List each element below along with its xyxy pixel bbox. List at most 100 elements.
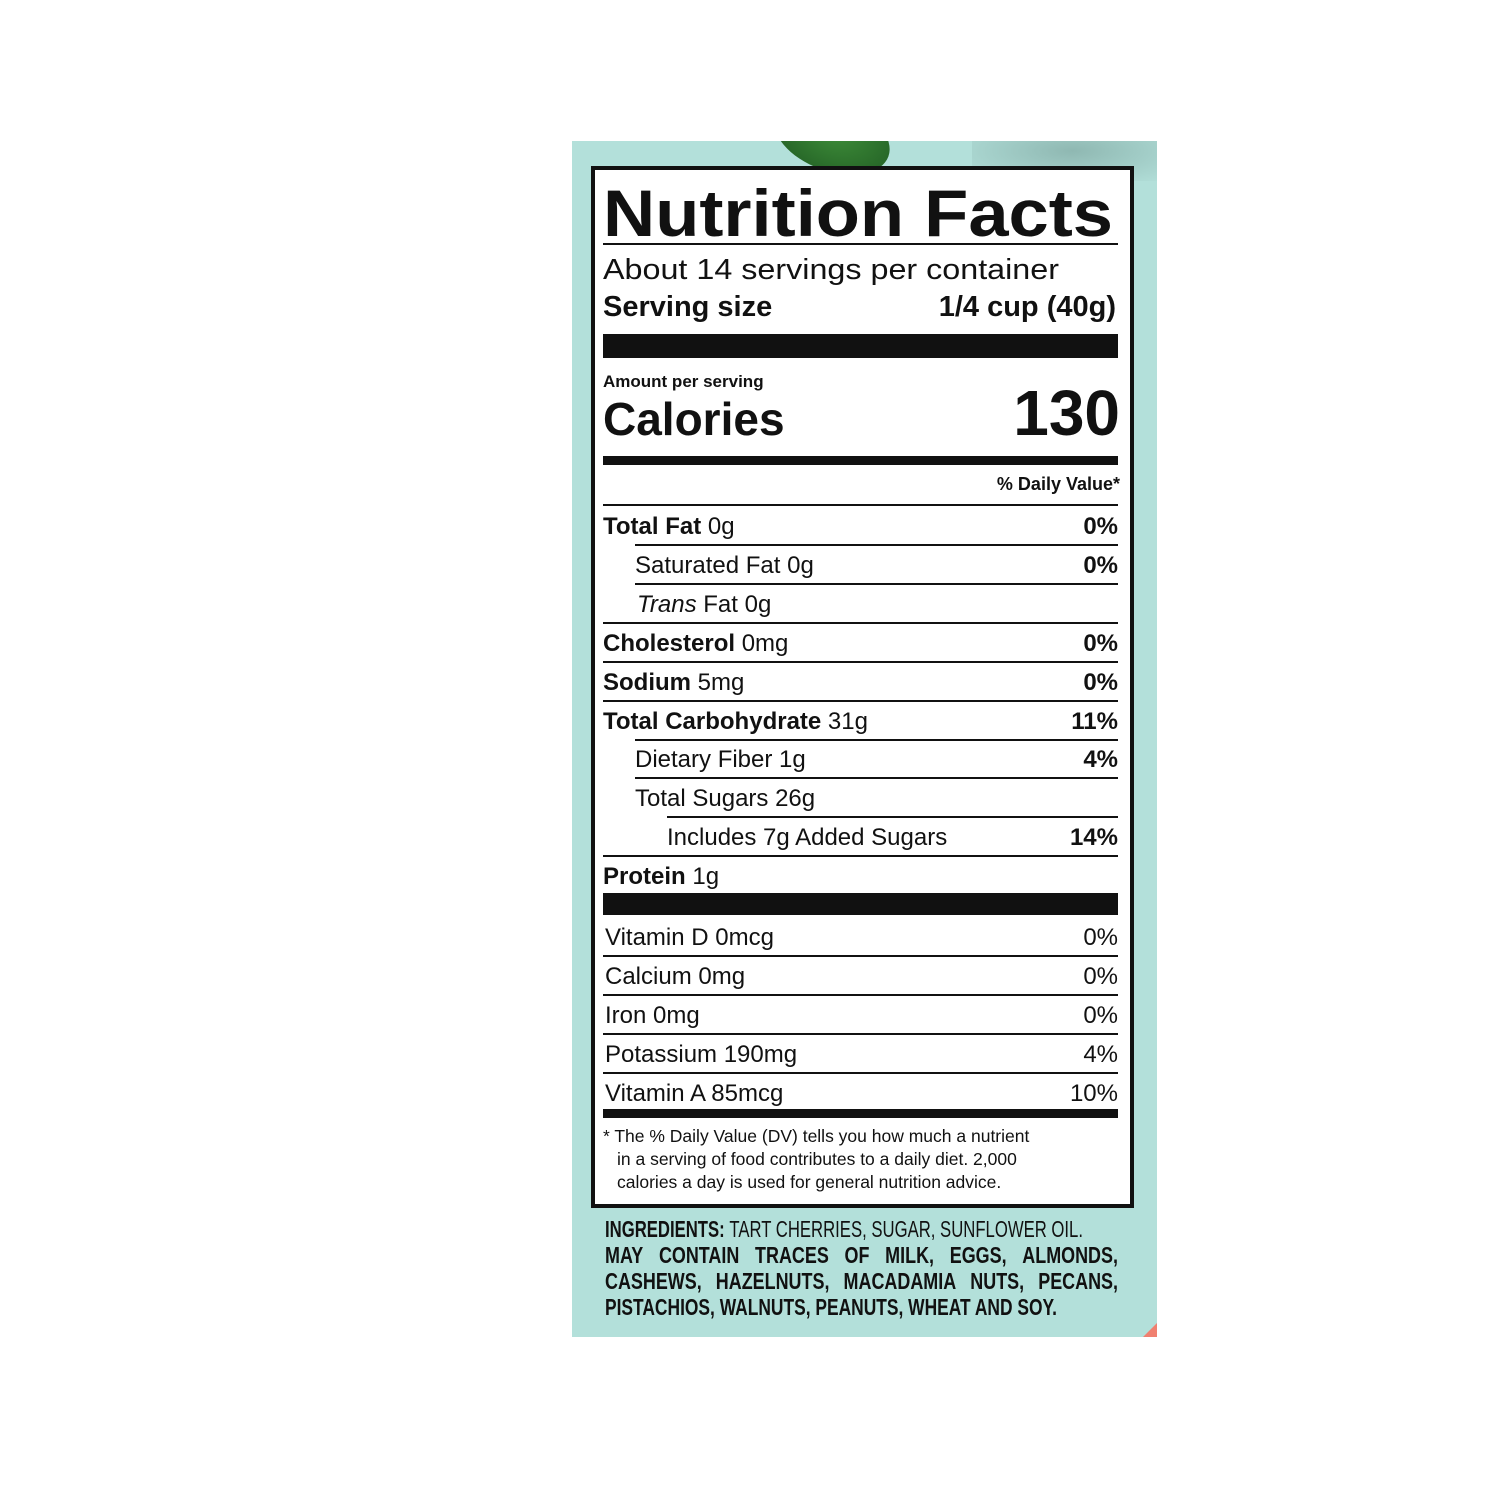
divider [603,243,1118,245]
allergen-line: CASHEWS, HAZELNUTS, MACADAMIA NUTS, PECA… [605,1268,1118,1294]
divider [603,1071,1118,1074]
divider [603,993,1118,996]
divider [667,816,1118,819]
vitamin-label: Iron 0mg [605,1001,700,1029]
nutrient-label: Protein 1g [603,863,719,891]
nutrient-daily-value: 11% [1071,707,1118,735]
vitamin-row: Vitamin D 0mcg 0% [603,917,1118,955]
nutrient-amount: 31g [827,707,868,735]
vitamin-label: Potassium 190mg [605,1040,798,1068]
vitamin-label: Calcium 0mg [605,962,746,990]
thick-divider [603,893,1118,915]
medium-divider [603,1109,1118,1118]
nutrient-amount: 26g [775,785,816,813]
footnote-line: calories a day is used for general nutri… [617,1172,1002,1192]
vitamin-row: Calcium 0mg 0% [603,956,1118,994]
calories-value: 130 [1013,377,1120,449]
ingredients-text: TART CHERRIES, SUGAR, SUNFLOWER OIL. [729,1216,1083,1242]
divider [603,855,1118,858]
vitamin-row: Iron 0mg 0% [603,995,1118,1033]
nutrient-amount: 0mg [741,629,789,657]
nutrient-name: Includes 7g Added Sugars [667,824,948,852]
daily-value-header: % Daily Value* [996,474,1120,494]
nutrient-daily-value: 14% [1069,824,1118,852]
nutrient-name: Saturated Fat [635,551,781,579]
corner-decoration [1143,1323,1157,1337]
nutrient-daily-value: 0% [1083,513,1118,540]
serving-size-value: 1/4 cup (40g) [938,291,1116,323]
ingredients-label: INGREDIENTS: [605,1216,725,1242]
nutrient-label: Total Fat 0g [603,513,735,541]
nutrient-daily-value: 0% [1083,668,1118,696]
nutrient-row: Trans Fat 0g [603,584,1118,622]
divider [603,660,1118,663]
ingredients-block: INGREDIENTS: TART CHERRIES, SUGAR, SUNFL… [605,1216,1118,1320]
servings-per-container: About 14 servings per container [603,254,1059,286]
divider [635,544,1118,546]
nutrient-name: Total Fat [603,513,702,540]
nutrient-row: Total Carbohydrate 31g 11% [603,701,1118,739]
nutrient-amount: 1g [779,746,806,774]
nutrient-label: Saturated Fat 0g [635,552,814,580]
vitamin-row: Potassium 190mg 4% [603,1034,1118,1072]
nutrient-label: Total Carbohydrate 31g [603,708,868,736]
nutrient-amount: 5mg [697,668,745,696]
serving-size-label: Serving size [603,291,773,323]
nutrient-daily-value: 4% [1083,746,1118,774]
nutrient-row: Total Fat 0g 0% [603,506,1118,544]
nutrient-row: Total Sugars 26g [603,778,1118,816]
divider [635,738,1118,741]
nutrient-amount: 0g [787,551,814,579]
allergen-line: MAY CONTAIN TRACES OF MILK, EGGS, ALMOND… [605,1242,1118,1268]
nutrient-name: Dietary Fiber [635,746,773,774]
nutrient-label: Sodium 5mg [603,669,744,697]
nutrient-daily-value: 0% [1083,551,1118,579]
nutrient-label: Total Sugars 26g [635,785,815,813]
nutrient-name: Cholesterol [603,629,736,657]
nutrient-row: Includes 7g Added Sugars 14% [603,817,1118,855]
package-panel: Nutrition Facts About 14 servings per co… [572,141,1157,1337]
footnote-line: in a serving of food contributes to a da… [617,1149,1017,1169]
vitamin-label: Vitamin D 0mcg [605,924,774,951]
nutrient-name: Sodium [603,668,691,696]
divider [603,504,1118,506]
nutrient-name: Total Carbohydrate [603,707,822,735]
nutrient-row: Protein 1g [603,856,1118,894]
nutrient-row: Dietary Fiber 1g 4% [603,739,1118,777]
nutrient-name: Protein [603,863,686,891]
vitamin-daily-value: 10% [1069,1079,1118,1107]
divider [603,955,1118,957]
vitamin-label: Vitamin A 85mcg [605,1079,784,1107]
nutrient-amount: 1g [692,863,720,891]
nutrient-name: Trans [637,590,697,618]
medium-divider [603,456,1118,465]
nutrient-name-suffix: Fat [703,590,738,618]
divider [635,582,1118,585]
divider [603,1032,1118,1035]
nutrient-label: Dietary Fiber 1g [635,746,806,774]
nutrient-row: Saturated Fat 0g 0% [603,545,1118,583]
nutrient-daily-value: 0% [1083,629,1118,657]
thick-divider [603,334,1118,358]
footnote-line: * The % Daily Value (DV) tells you how m… [603,1126,1030,1146]
nutrient-row: Sodium 5mg 0% [603,662,1118,700]
nutrition-facts-label: Nutrition Facts About 14 servings per co… [591,166,1134,1208]
nutrient-name: Total Sugars [635,785,769,813]
nutrient-label: Trans Fat 0g [637,591,771,619]
nutrient-label: Includes 7g Added Sugars [667,824,947,852]
calories-label: Calories [603,393,785,445]
vitamin-daily-value: 0% [1083,962,1118,990]
divider [635,777,1118,780]
nutrient-row: Cholesterol 0mg 0% [603,623,1118,661]
nutrient-amount: 0g [744,590,772,618]
label-title: Nutrition Facts [603,176,1113,250]
divider [603,621,1118,624]
nutrient-label: Cholesterol 0mg [603,630,788,658]
divider [603,699,1118,702]
vitamin-row: Vitamin A 85mcg 10% [603,1073,1118,1111]
vitamin-daily-value: 0% [1083,924,1118,951]
nutrient-amount: 0g [707,513,735,540]
vitamin-daily-value: 0% [1083,1001,1118,1029]
amount-per-serving: Amount per serving [603,372,764,391]
vitamin-daily-value: 4% [1083,1040,1118,1068]
